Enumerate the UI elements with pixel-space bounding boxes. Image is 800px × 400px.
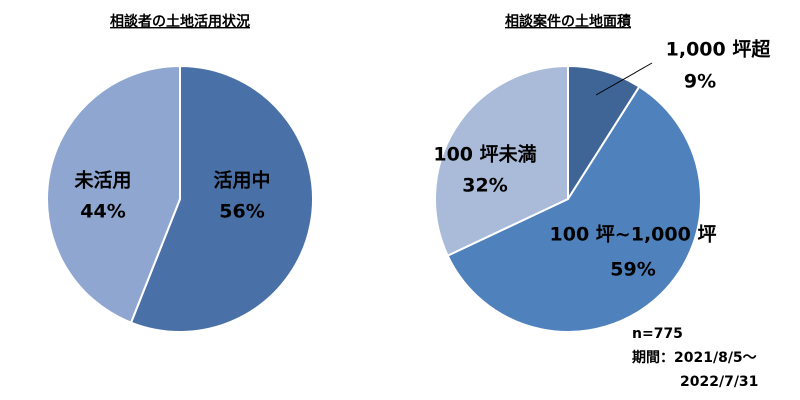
annotation: 2022/7/31	[680, 374, 758, 390]
value-label: 9%	[684, 71, 716, 93]
annotation: n=775	[632, 326, 683, 342]
slice-label: 100 坪~1,000 坪	[550, 224, 717, 246]
annotation: 期間：2021/8/5～	[632, 350, 757, 366]
pie-slice	[446, 85, 702, 333]
slice-label: 1,000 坪超	[666, 38, 772, 61]
value-label: 59%	[610, 259, 655, 281]
chart-title: 相談者の土地活用状況	[110, 13, 250, 30]
pie-slice	[129, 64, 314, 333]
value-label: 32%	[462, 175, 507, 197]
chart-title: 相談案件の土地面積	[505, 13, 632, 30]
value-label: 44%	[80, 201, 125, 223]
slice-label: 未活用	[73, 169, 131, 192]
pie-slice	[434, 64, 569, 257]
value-label: 56%	[219, 201, 264, 223]
pie-slice	[46, 64, 181, 324]
slice-label: 活用中	[213, 169, 270, 192]
leader-line	[595, 62, 653, 96]
slice-label: 100 坪未満	[433, 143, 536, 166]
